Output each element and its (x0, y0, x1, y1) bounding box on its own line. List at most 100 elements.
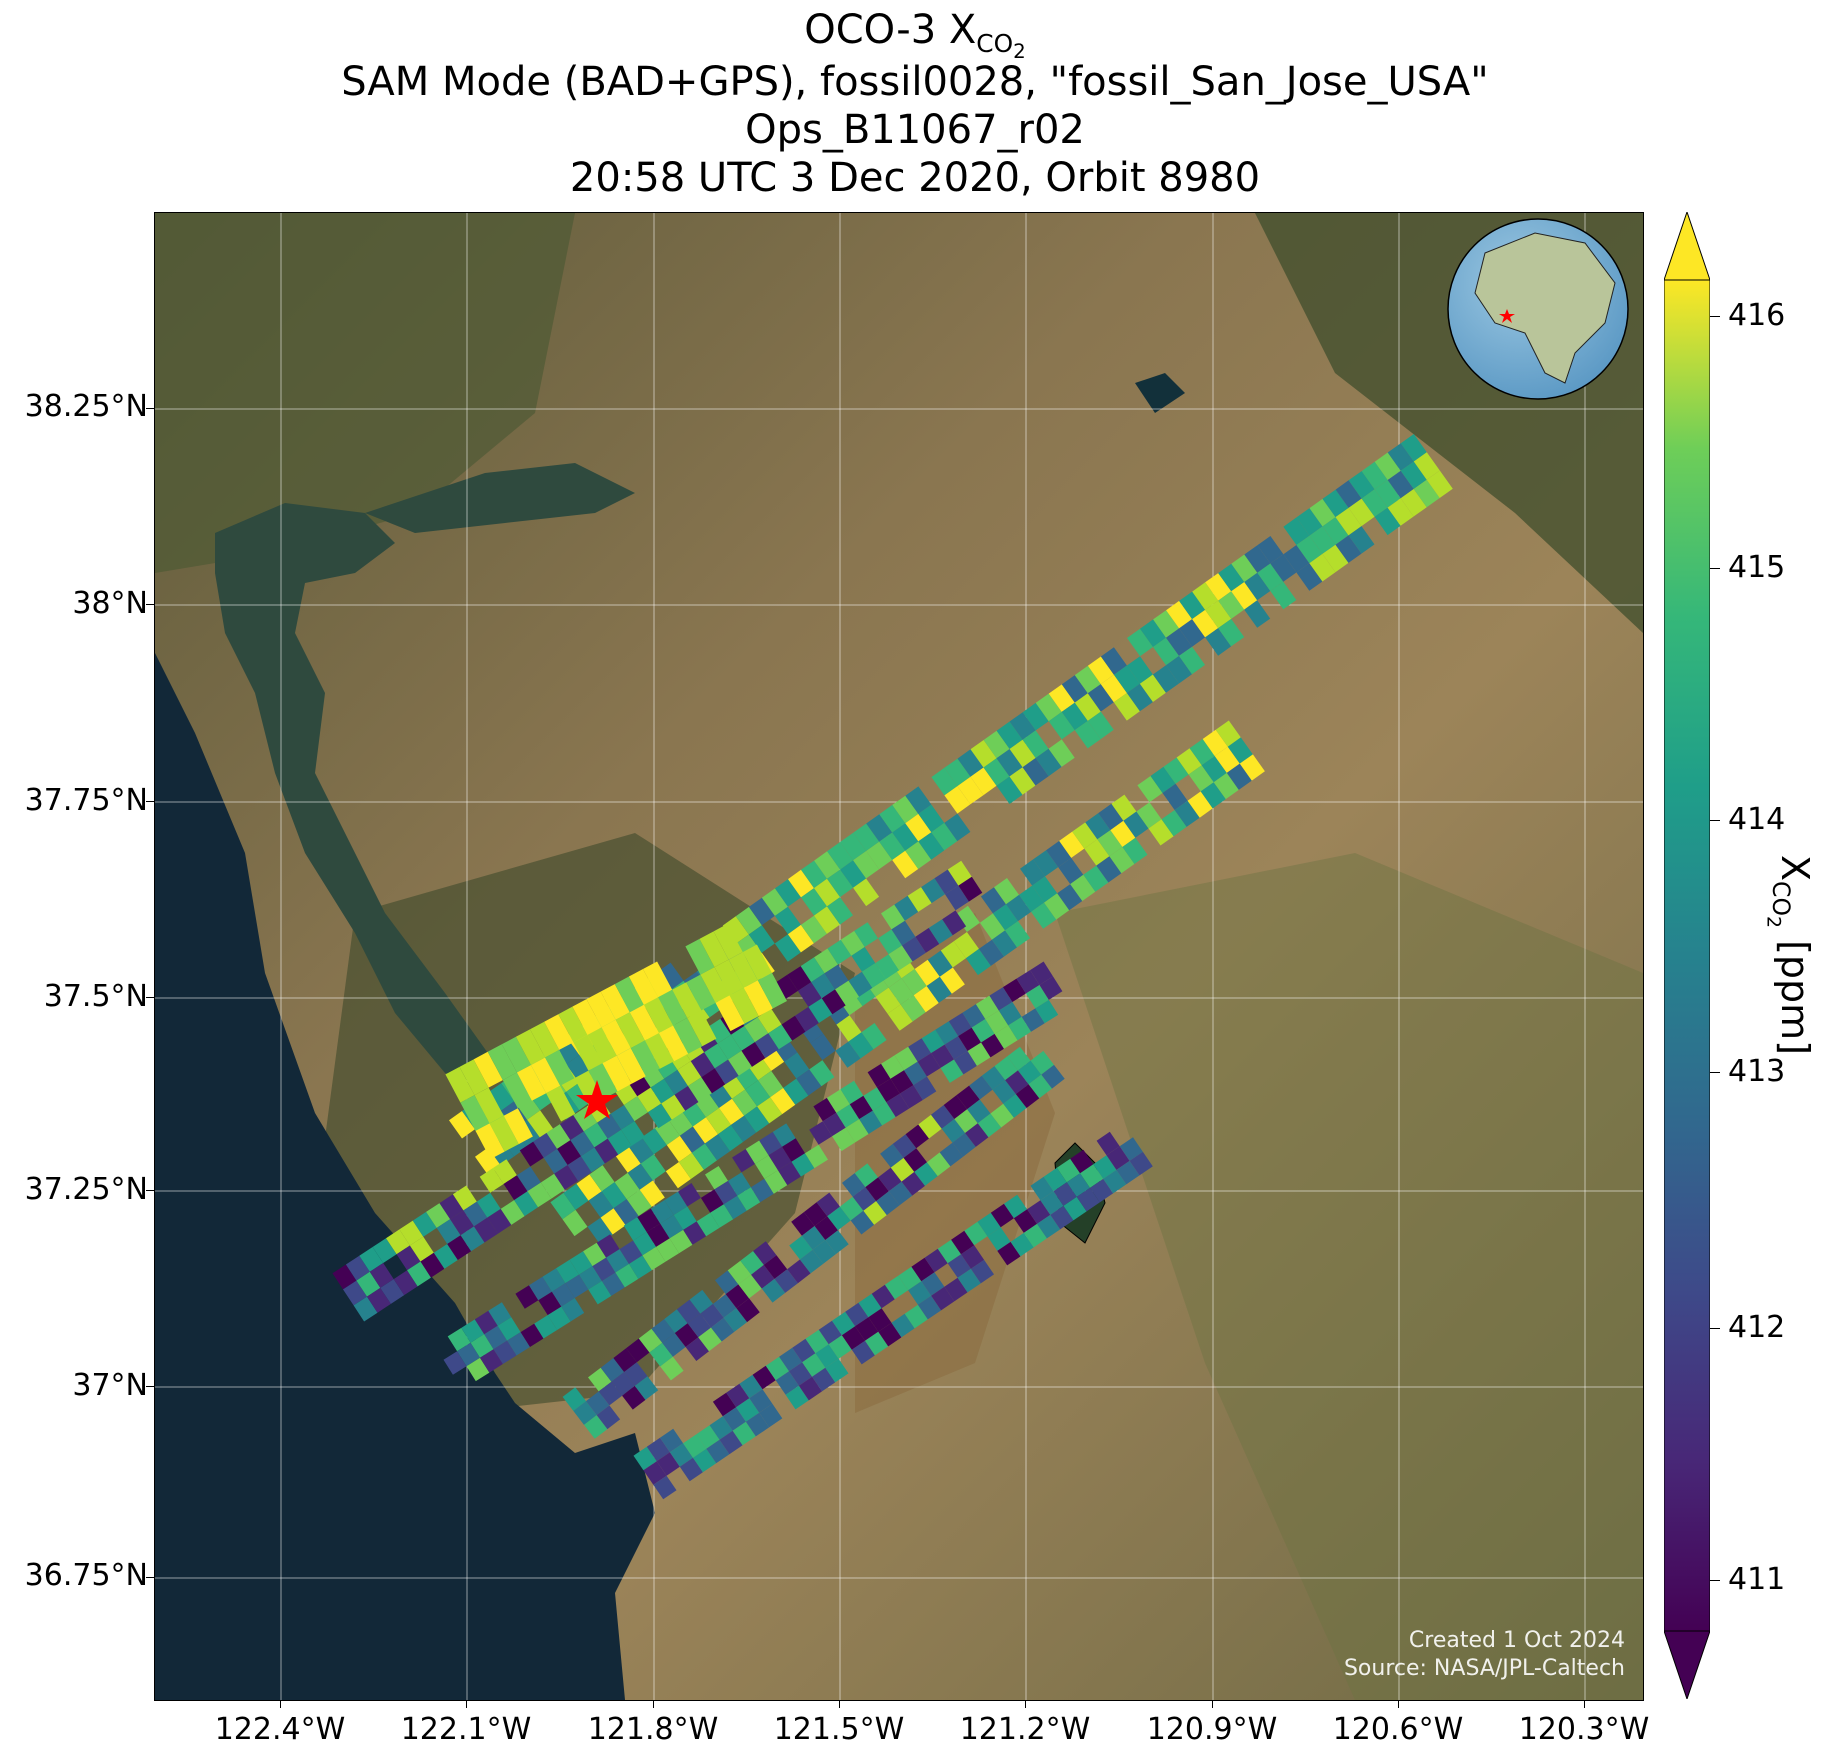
xco2-pixel (778, 1161, 801, 1186)
lon-tick (839, 1700, 840, 1708)
xco2-pixel (369, 1263, 394, 1288)
xco2-pixel (476, 1192, 501, 1218)
xco2-pixel (699, 931, 729, 968)
xco2-pixel (1348, 526, 1375, 554)
xco2-pixel (600, 984, 630, 1020)
colorbar-tick (1710, 316, 1720, 317)
xco2-pixel (1231, 582, 1258, 610)
xco2-pixel (1111, 794, 1137, 821)
xco2-pixel (1244, 600, 1271, 628)
xco2-pixel (1129, 1151, 1153, 1176)
xco2-pixel (840, 860, 867, 888)
xco2-pixel (800, 957, 825, 983)
lat-label-37-75: 37.75°N (24, 783, 148, 818)
xco2-pixel (557, 1140, 581, 1165)
xco2-pixel (669, 1443, 693, 1467)
colorbar-extend-min (1664, 1630, 1710, 1699)
xco2-pixel (996, 721, 1023, 749)
xco2-pixel (1048, 684, 1075, 712)
xco2-pixel (836, 1104, 860, 1128)
lat-tick (146, 408, 154, 409)
xco2-pixel (848, 1032, 874, 1059)
xco2-pixel (1200, 782, 1226, 809)
colorbar-title: XCO2 [ppm] (1763, 855, 1817, 1055)
xco2-pixel (866, 841, 893, 870)
xco2-pixel (666, 1135, 692, 1162)
xco2-pixel (1074, 720, 1101, 749)
xco2-pixel (1202, 729, 1228, 756)
xco2-pixel (516, 1166, 541, 1192)
xco2-pixel (601, 1182, 627, 1209)
xco2-pixel (824, 964, 849, 990)
xco2-pixel (990, 1203, 1014, 1228)
xco2-pixel (1005, 1070, 1029, 1095)
xco2-pixel (1426, 470, 1453, 498)
xco2-pixel (908, 1281, 932, 1305)
xco2-pixel (588, 1063, 618, 1099)
xco2-pixel (810, 1033, 836, 1061)
xco2-pixel (1009, 739, 1036, 768)
xco2-pixel (878, 1167, 902, 1192)
xco2-pixel (827, 1206, 851, 1231)
xco2-pixel (928, 919, 953, 944)
xco2-pixel (693, 1448, 717, 1473)
xco2-pixel (980, 887, 1006, 914)
xco2-pixel (588, 1281, 612, 1305)
xco2-pixel (1296, 508, 1323, 536)
xco2-pixel (664, 1069, 688, 1095)
xco2-pixel (879, 832, 906, 860)
xco2-pixel (759, 1131, 783, 1156)
xco2-pixel (677, 1061, 702, 1086)
xco2-pixel (878, 1322, 902, 1347)
xco2-pixel (651, 1319, 675, 1343)
xco2-pixel (1035, 693, 1062, 722)
xco2-pixel (1110, 820, 1136, 847)
xco2-pixel (891, 1313, 915, 1338)
xco2-pixel (970, 767, 997, 796)
xco2-pixel (987, 1227, 1011, 1251)
xco2-pixel (606, 1249, 629, 1273)
xco2-pixel (1074, 693, 1101, 721)
xco2-pixel (958, 876, 983, 902)
xco2-pixel (704, 1043, 729, 1069)
xco2-pixel (971, 1019, 995, 1043)
xco2-pixel (880, 1143, 904, 1168)
xco2-pixel (706, 1439, 730, 1464)
xco2-pixel (774, 906, 801, 935)
xco2-pixel (947, 860, 972, 886)
xco2-pixel (700, 967, 730, 1003)
xco2-pixel (801, 860, 827, 889)
xco2-pixel (992, 1080, 1016, 1104)
xco2-pixel (752, 1365, 776, 1390)
xco2-pixel (888, 945, 913, 971)
xco2-pixel (1374, 452, 1401, 480)
xco2-pixel (1166, 655, 1192, 684)
xco2-pixel (881, 1055, 904, 1079)
xco2-pixel (1162, 783, 1188, 810)
xco2-pixel (835, 980, 860, 1006)
colorbar-label-412: 412 (1728, 1310, 1786, 1345)
xco2-pixel (905, 841, 932, 869)
xco2-pixel (474, 1310, 498, 1335)
xco2-pixel (1113, 693, 1140, 721)
colorbar-label-411: 411 (1728, 1562, 1786, 1597)
xco2-pixel (1322, 489, 1349, 518)
xco2-pixel (660, 1356, 684, 1381)
xco2-pixel (1044, 893, 1070, 920)
xco2-pixel (911, 1257, 935, 1282)
xco2-pixel (386, 1229, 410, 1255)
xco2-pixel (745, 1412, 770, 1437)
xco2-pixel (1309, 553, 1336, 582)
xco2-pixel (861, 1023, 887, 1050)
xco2-pixel (944, 786, 971, 814)
lat-label-36-75: 36.75°N (24, 1558, 148, 1593)
central-valley-fields (1055, 853, 1643, 1700)
xco2-pixel (554, 1165, 579, 1190)
xco2-pixel (550, 1192, 576, 1220)
xco2-pixel (688, 1077, 712, 1102)
xco2-pixel (741, 1042, 766, 1067)
xco2-pixel (452, 1185, 477, 1211)
colorbar-label-413: 413 (1728, 1054, 1786, 1089)
xco2-pixel (798, 1376, 822, 1401)
xco2-pixel (644, 1033, 675, 1069)
